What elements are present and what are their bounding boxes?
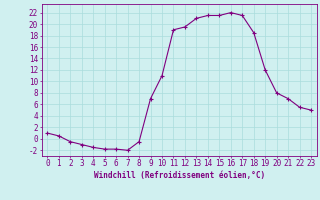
X-axis label: Windchill (Refroidissement éolien,°C): Windchill (Refroidissement éolien,°C)	[94, 171, 265, 180]
